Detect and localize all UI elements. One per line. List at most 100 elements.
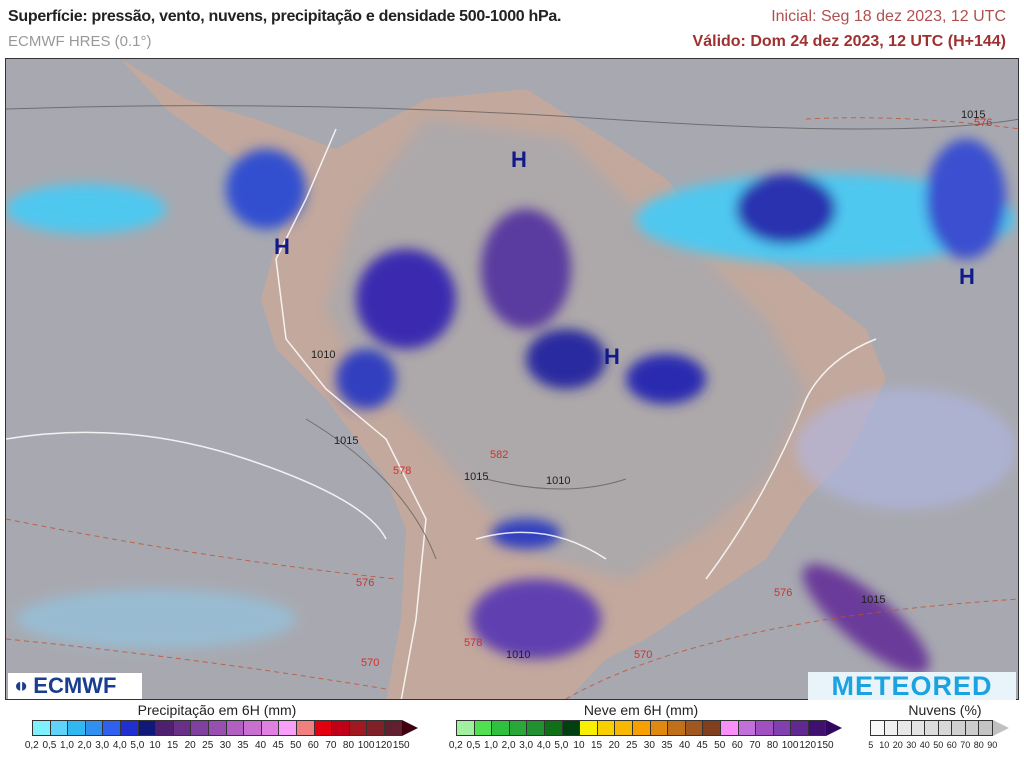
snow-swatch — [772, 720, 792, 736]
precip-swatch — [102, 720, 121, 736]
snow-tick-label: 35 — [661, 740, 673, 751]
precip-tick-label: 150 — [392, 740, 410, 751]
thickness-label: 576 — [774, 587, 793, 599]
weather-map[interactable]: H H H H 1015 1015 1010 1010 1015 1010 10… — [5, 58, 1019, 700]
model-name: ECMWF HRES (0.1°) — [8, 33, 152, 50]
thickness-label: 570 — [361, 657, 380, 669]
snow-swatch — [491, 720, 510, 736]
precip-tick-label: 35 — [237, 740, 249, 751]
snow-swatch — [631, 720, 651, 736]
clouds-swatch — [978, 720, 993, 736]
map-title: Superfície: pressão, vento, nuvens, prec… — [8, 8, 562, 25]
clouds-tick-label: 80 — [973, 740, 984, 750]
thickness-label: 576 — [356, 577, 375, 589]
precip-tick-label: 1,0 — [60, 740, 74, 751]
snow-swatch — [543, 720, 563, 736]
ecmwf-logo: ◖◗ ECMWF — [8, 673, 142, 699]
precip-tick-label: 15 — [166, 740, 179, 751]
thickness-label: 578 — [393, 465, 412, 477]
precip-tick-label: 60 — [307, 740, 319, 751]
snow-tick-label: 20 — [608, 740, 620, 751]
snow-tick-label: 70 — [749, 740, 761, 751]
clouds-swatch — [951, 720, 966, 736]
clouds-swatch — [924, 720, 939, 736]
precip-swatch — [243, 720, 262, 736]
snow-swatch — [579, 720, 598, 736]
precip-tick-label: 0,5 — [42, 740, 57, 751]
high-pressure-marker: H — [274, 234, 290, 259]
colorbar-arrow-icon — [992, 720, 1009, 736]
map-graphic — [6, 59, 1018, 699]
thickness-label: 582 — [490, 449, 509, 461]
isobar-label: 1015 — [861, 594, 886, 606]
isobar-label: 1015 — [464, 471, 489, 483]
precip-tick-label: 45 — [272, 740, 284, 751]
isobar-label: 1010 — [311, 349, 336, 361]
snow-swatch — [737, 720, 757, 736]
precip-tick-label: 10 — [149, 740, 161, 751]
snow-ticks: 0,2 0,5 1,0 2,0 3,0 4,0 5,0 10 15 20 25 30 35 40 45 50 6… — [447, 740, 842, 751]
precip-tick-label: 3,0 — [95, 740, 110, 751]
precip-tick-label: 40 — [254, 740, 267, 751]
clouds-legend-title: Nuvens (%) — [908, 702, 982, 718]
precip-legend: Precipitação em 6H (mm) 0,2 0,5 1,0 2,0 3,0 4… — [25, 702, 419, 751]
precip-swatch — [190, 720, 209, 736]
precip-swatch — [67, 720, 86, 736]
colorbar-arrow-icon — [826, 720, 843, 736]
snow-tick-label: 4,0 — [536, 740, 551, 751]
clouds-ticks: 5 10 20 30 40 50 60 70 80 90 — [864, 740, 1020, 750]
snow-tick-label: 30 — [643, 740, 655, 751]
snow-tick-label: 150 — [816, 740, 834, 751]
precip-swatch — [119, 720, 139, 736]
clouds-tick-label: 40 — [919, 740, 930, 750]
snow-tick-label: 40 — [678, 740, 691, 751]
clouds-tick-label: 90 — [987, 740, 998, 750]
precip-tick-label: 120 — [375, 740, 393, 751]
clouds-tick-label: 70 — [960, 740, 971, 750]
snow-swatch — [508, 720, 528, 736]
clouds-swatch — [897, 720, 912, 736]
precip-swatch — [295, 720, 315, 736]
precip-colorbar — [32, 720, 419, 736]
snow-tick-label: 60 — [731, 740, 743, 751]
precip-tick-label: 70 — [325, 740, 337, 751]
snow-swatch — [561, 720, 581, 736]
precip-tick-label: 30 — [219, 740, 231, 751]
snow-swatch — [719, 720, 739, 736]
clouds-swatch — [870, 720, 885, 736]
snow-swatch — [526, 720, 545, 736]
clouds-swatch — [910, 720, 925, 736]
precip-swatch — [137, 720, 157, 736]
precip-tick-label: 100 — [357, 740, 375, 751]
snow-tick-label: 5,0 — [554, 740, 569, 751]
snow-swatch — [614, 720, 633, 736]
high-pressure-marker: H — [511, 147, 527, 172]
clouds-tick-label: 20 — [892, 740, 903, 750]
snow-tick-label: 45 — [696, 740, 708, 751]
snow-tick-label: 10 — [573, 740, 585, 751]
ecmwf-logo-text: ECMWF — [33, 673, 117, 698]
snow-swatch — [456, 720, 475, 736]
meteored-logo: METEORED — [808, 672, 1016, 700]
precip-tick-label: 0,2 — [24, 740, 39, 751]
snow-tick-label: 25 — [626, 740, 638, 751]
high-pressure-marker: H — [604, 344, 620, 369]
clouds-tick-label: 50 — [933, 740, 944, 750]
precip-legend-title: Precipitação em 6H (mm) — [137, 702, 297, 718]
isobar-label: 1015 — [334, 435, 359, 447]
snow-tick-label: 15 — [590, 740, 603, 751]
precip-swatch — [207, 720, 227, 736]
precip-swatch — [84, 720, 104, 736]
snow-tick-label: 2,0 — [501, 740, 516, 751]
precip-swatch — [49, 720, 69, 736]
snow-tick-label: 3,0 — [519, 740, 534, 751]
snow-swatch — [473, 720, 493, 736]
precip-swatch — [331, 720, 350, 736]
precip-swatch — [313, 720, 333, 736]
snow-swatch — [807, 720, 827, 736]
clouds-tick-label: 5 — [868, 740, 874, 750]
precip-tick-label: 4,0 — [112, 740, 127, 751]
precip-tick-label: 5,0 — [130, 740, 145, 751]
snow-swatch — [667, 720, 686, 736]
clouds-swatch — [964, 720, 979, 736]
